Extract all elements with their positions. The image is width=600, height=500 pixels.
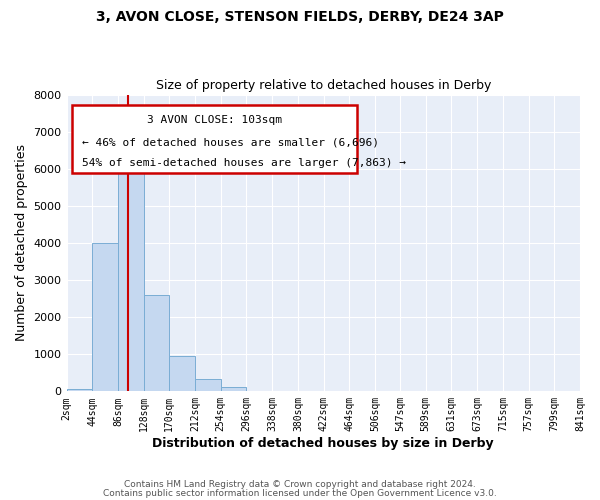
Text: ← 46% of detached houses are smaller (6,696): ← 46% of detached houses are smaller (6,… [82,138,379,147]
Bar [67,390,92,392]
Title: Size of property relative to detached houses in Derby: Size of property relative to detached ho… [155,79,491,92]
Bar [195,380,221,392]
Y-axis label: Number of detached properties: Number of detached properties [15,144,28,342]
FancyBboxPatch shape [71,105,356,173]
Bar [169,356,195,392]
Bar [221,388,247,392]
Text: Contains HM Land Registry data © Crown copyright and database right 2024.: Contains HM Land Registry data © Crown c… [124,480,476,489]
Bar [143,295,169,392]
Text: 3 AVON CLOSE: 103sqm: 3 AVON CLOSE: 103sqm [146,115,281,125]
Bar [118,146,143,392]
Text: Contains public sector information licensed under the Open Government Licence v3: Contains public sector information licen… [103,488,497,498]
Text: 54% of semi-detached houses are larger (7,863) →: 54% of semi-detached houses are larger (… [82,158,406,168]
Text: 3, AVON CLOSE, STENSON FIELDS, DERBY, DE24 3AP: 3, AVON CLOSE, STENSON FIELDS, DERBY, DE… [96,10,504,24]
X-axis label: Distribution of detached houses by size in Derby: Distribution of detached houses by size … [152,437,494,450]
Bar [92,243,118,392]
